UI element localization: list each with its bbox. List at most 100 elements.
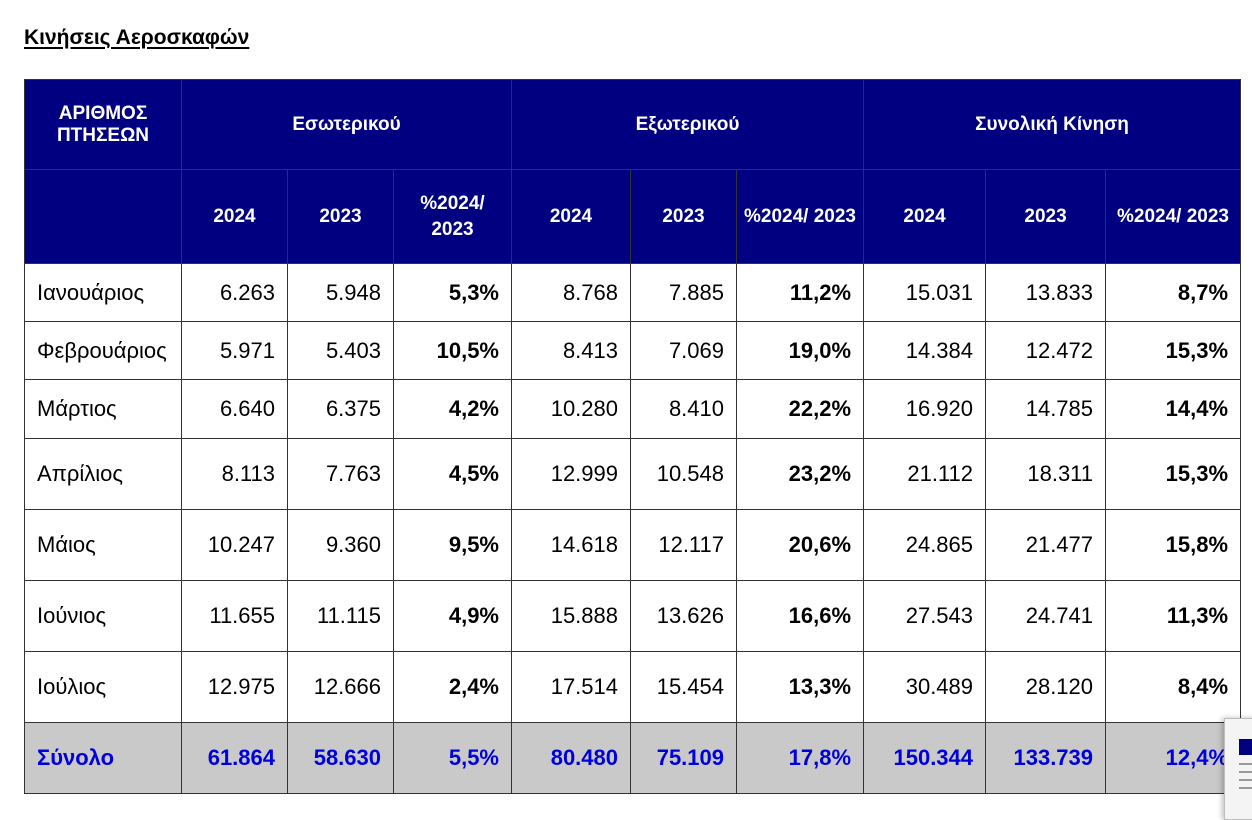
- total-pct-cell: 11,3%: [1105, 580, 1242, 652]
- domestic-2023-cell: 5.948: [287, 263, 394, 322]
- international-2023-cell: 7.069: [630, 321, 737, 380]
- month-cell: Μάρτιος: [24, 379, 182, 439]
- international-2023-cell: 7.885: [630, 263, 737, 322]
- total-2023-cell: 133.739: [985, 722, 1107, 794]
- international-2023-cell: 13.626: [630, 580, 737, 652]
- domestic-2024-cell: 11.655: [181, 580, 288, 652]
- thumbnail-line: [1239, 779, 1252, 781]
- side-thumbnail-preview[interactable]: [1224, 718, 1252, 820]
- domestic-2023-cell: 5.403: [287, 321, 394, 380]
- domestic-2024-cell: 10.247: [181, 509, 288, 581]
- international-2024-cell: 15.888: [511, 580, 631, 652]
- table-row: Ιούλιος 12.975 12.666 2,4% 17.514 15.454 13,3%…: [24, 651, 1242, 723]
- table-row: Μάρτιος 6.640 6.375 4,2% 10.280 8.410 22,2% 16.…: [24, 379, 1242, 439]
- year-header-domestic-2023: 2023: [287, 169, 394, 264]
- total-2024-cell: 14.384: [863, 321, 987, 380]
- group-header-total: Συνολική Κίνηση: [863, 79, 1242, 170]
- total-2024-cell: 30.489: [863, 651, 987, 723]
- total-2024-cell: 150.344: [863, 722, 987, 794]
- header-year-row: 2024 2023 %2024/ 2023 2024 2023 %2024/ 2…: [24, 169, 1242, 264]
- international-2024-cell: 14.618: [511, 509, 631, 581]
- international-pct-cell: 22,2%: [735, 379, 865, 439]
- table-row: Ιανουάριος 6.263 5.948 5,3% 8.768 7.885 11,2% 1…: [24, 263, 1242, 322]
- total-pct-cell: 8,7%: [1105, 263, 1242, 322]
- domestic-pct-cell: 10,5%: [393, 321, 512, 380]
- pct-header-international: %2024/ 2023: [735, 169, 865, 264]
- group-header-domestic: Εσωτερικού: [181, 79, 512, 170]
- international-pct-cell: 20,6%: [735, 509, 865, 581]
- month-cell: Ιούνιος: [24, 580, 182, 652]
- international-2024-cell: 17.514: [511, 651, 631, 723]
- total-2023-cell: 13.833: [985, 263, 1107, 322]
- year-header-international-2024: 2024: [511, 169, 631, 264]
- total-2023-cell: 21.477: [985, 509, 1107, 581]
- thumbnail-line: [1239, 771, 1252, 773]
- domestic-pct-cell: 4,5%: [393, 438, 512, 510]
- international-2023-cell: 75.109: [630, 722, 737, 794]
- year-header-total-2023: 2023: [985, 169, 1107, 264]
- domestic-2024-cell: 5.971: [181, 321, 288, 380]
- international-pct-cell: 11,2%: [735, 263, 865, 322]
- total-pct-cell: 8,4%: [1105, 651, 1242, 723]
- domestic-2023-cell: 9.360: [287, 509, 394, 581]
- thumbnail-line: [1239, 763, 1252, 765]
- international-pct-cell: 16,6%: [735, 580, 865, 652]
- thumbnail-line: [1239, 787, 1252, 789]
- international-2024-cell: 80.480: [511, 722, 631, 794]
- page-title: Κινήσεις Αεροσκαφών: [24, 26, 250, 49]
- total-pct-cell: 14,4%: [1105, 379, 1242, 439]
- month-cell: Σύνολο: [24, 722, 182, 794]
- domestic-pct-cell: 4,2%: [393, 379, 512, 439]
- total-2023-cell: 24.741: [985, 580, 1107, 652]
- total-2024-cell: 24.865: [863, 509, 987, 581]
- international-pct-cell: 17,8%: [735, 722, 865, 794]
- total-2023-cell: 14.785: [985, 379, 1107, 439]
- international-2024-cell: 8.413: [511, 321, 631, 380]
- international-2023-cell: 12.117: [630, 509, 737, 581]
- total-row: Σύνολο 61.864 58.630 5,5% 80.480 75.109 17,8% 1…: [24, 722, 1242, 794]
- year-header-domestic-2024: 2024: [181, 169, 288, 264]
- domestic-2024-cell: 6.640: [181, 379, 288, 439]
- table-row: Φεβρουάριος 5.971 5.403 10,5% 8.413 7.069 19,0…: [24, 321, 1242, 380]
- domestic-pct-cell: 5,3%: [393, 263, 512, 322]
- total-2024-cell: 15.031: [863, 263, 987, 322]
- international-2024-cell: 12.999: [511, 438, 631, 510]
- total-2024-cell: 16.920: [863, 379, 987, 439]
- total-pct-cell: 15,3%: [1105, 321, 1242, 380]
- group-header-international: Εξωτερικού: [510, 79, 865, 170]
- international-2023-cell: 8.410: [630, 379, 737, 439]
- domestic-2023-cell: 6.375: [287, 379, 394, 439]
- month-cell: Ιανουάριος: [24, 263, 182, 322]
- table-row: Μάιος 10.247 9.360 9,5% 14.618 12.117 20,6% 24.…: [24, 509, 1242, 581]
- international-pct-cell: 13,3%: [735, 651, 865, 723]
- international-2024-cell: 10.280: [511, 379, 631, 439]
- total-2024-cell: 21.112: [863, 438, 987, 510]
- total-2024-cell: 27.543: [863, 580, 987, 652]
- domestic-2023-cell: 12.666: [287, 651, 394, 723]
- domestic-2024-cell: 6.263: [181, 263, 288, 322]
- month-cell: Μάιος: [24, 509, 182, 581]
- domestic-2024-cell: 61.864: [181, 722, 288, 794]
- pct-header-total: %2024/ 2023: [1105, 169, 1242, 264]
- pct-header-domestic: %2024/ 2023: [393, 169, 512, 264]
- table-body: Ιανουάριος 6.263 5.948 5,3% 8.768 7.885 11,2% 1…: [24, 263, 1242, 794]
- domestic-2023-cell: 58.630: [287, 722, 394, 794]
- international-2023-cell: 10.548: [630, 438, 737, 510]
- domestic-pct-cell: 9,5%: [393, 509, 512, 581]
- header-group-row: ΑΡΙΘΜΟΣ ΠΤΗΣΕΩΝ Εσωτερικού Εξωτερικού Συ…: [24, 79, 1242, 170]
- thumbnail-header-bar: [1239, 739, 1252, 755]
- domestic-2024-cell: 8.113: [181, 438, 288, 510]
- total-pct-cell: 12,4%: [1105, 722, 1242, 794]
- total-pct-cell: 15,8%: [1105, 509, 1242, 581]
- domestic-2023-cell: 11.115: [287, 580, 394, 652]
- month-cell: Φεβρουάριος: [24, 321, 182, 380]
- domestic-pct-cell: 2,4%: [393, 651, 512, 723]
- international-pct-cell: 23,2%: [735, 438, 865, 510]
- month-cell: Ιούλιος: [24, 651, 182, 723]
- total-2023-cell: 12.472: [985, 321, 1107, 380]
- domestic-pct-cell: 4,9%: [393, 580, 512, 652]
- month-cell: Απρίλιος: [24, 438, 182, 510]
- flights-table: ΑΡΙΘΜΟΣ ΠΤΗΣΕΩΝ Εσωτερικού Εξωτερικού Συ…: [24, 79, 1242, 794]
- domestic-pct-cell: 5,5%: [393, 722, 512, 794]
- corner-header: ΑΡΙΘΜΟΣ ΠΤΗΣΕΩΝ: [24, 79, 182, 170]
